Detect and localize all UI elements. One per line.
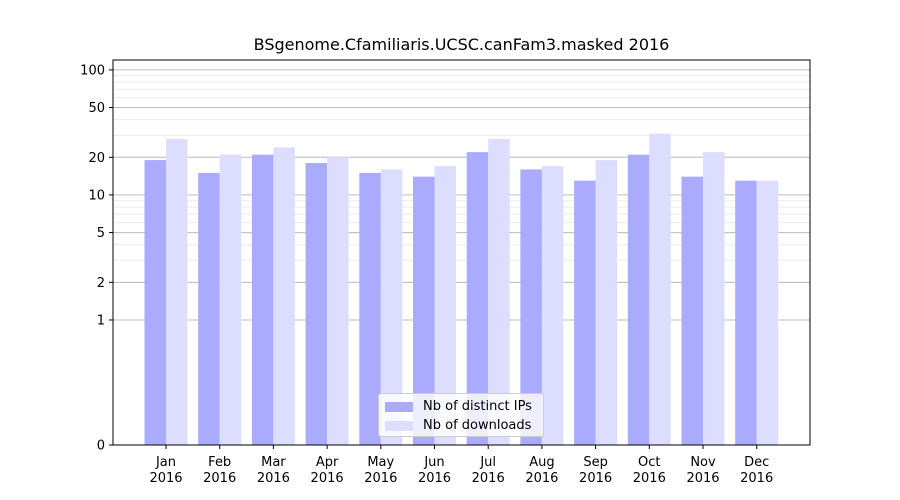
y-tick-label: 0 bbox=[97, 439, 105, 454]
legend-label-ips: Nb of distinct IPs bbox=[423, 399, 532, 414]
x-tick-label: Mar bbox=[261, 455, 286, 470]
x-tick-label: Nov bbox=[690, 455, 716, 470]
bar-ips bbox=[251, 154, 274, 446]
x-tick-label: Jan bbox=[155, 455, 176, 470]
x-tick-label: 2016 bbox=[686, 471, 719, 486]
legend-item-ips: Nb of distinct IPs bbox=[385, 397, 537, 416]
x-tick-label: Feb bbox=[208, 455, 231, 470]
bar-downloads bbox=[327, 157, 349, 445]
bar-ips bbox=[359, 172, 381, 445]
y-tick-label: 2 bbox=[97, 276, 105, 291]
legend: Nb of distinct IPs Nb of downloads bbox=[378, 393, 544, 437]
bar-ips bbox=[574, 180, 596, 445]
bar-downloads bbox=[166, 139, 188, 445]
x-tick-label: 2016 bbox=[149, 471, 182, 486]
bars-layer bbox=[144, 133, 779, 446]
axes-layer: 0125102050100Jan2016Feb2016Mar2016Apr201… bbox=[80, 59, 811, 486]
x-tick-label: Apr bbox=[316, 455, 339, 470]
x-tick-label: 2016 bbox=[203, 471, 236, 486]
x-tick-label: 2016 bbox=[633, 471, 666, 486]
bar-ips bbox=[681, 176, 703, 445]
y-tick-label: 20 bbox=[88, 151, 105, 166]
bar-ips bbox=[198, 172, 220, 445]
bar-downloads bbox=[649, 133, 671, 445]
y-tick-label: 50 bbox=[88, 101, 105, 116]
y-tick-label: 5 bbox=[97, 226, 105, 241]
bar-ips bbox=[144, 160, 166, 445]
bar-downloads bbox=[756, 180, 779, 445]
bar-ips bbox=[305, 163, 328, 445]
x-tick-label: Jul bbox=[479, 455, 496, 470]
bar-ips bbox=[413, 176, 435, 445]
x-tick-label: 2016 bbox=[257, 471, 290, 486]
y-tick-label: 1 bbox=[97, 313, 105, 328]
x-tick-label: 2016 bbox=[311, 471, 344, 486]
bar-downloads bbox=[703, 152, 725, 445]
bar-ips bbox=[735, 180, 757, 445]
x-tick-label: Sep bbox=[583, 455, 608, 470]
x-tick-label: 2016 bbox=[472, 471, 505, 486]
legend-label-downloads: Nb of downloads bbox=[423, 418, 532, 433]
bar-downloads bbox=[273, 147, 295, 446]
x-tick-label: Oct bbox=[638, 455, 660, 470]
bar-ips bbox=[520, 169, 542, 445]
bar-downloads bbox=[434, 166, 456, 445]
x-tick-label: 2016 bbox=[740, 471, 773, 486]
bar-ips bbox=[466, 152, 489, 445]
x-tick-label: 2016 bbox=[579, 471, 612, 486]
bar-ips bbox=[627, 154, 650, 446]
bar-downloads bbox=[380, 169, 403, 445]
bar-downloads bbox=[541, 166, 564, 445]
legend-item-downloads: Nb of downloads bbox=[385, 416, 537, 435]
x-tick-label: Dec bbox=[744, 455, 769, 470]
bar-downloads bbox=[219, 154, 242, 446]
legend-swatch-ips bbox=[385, 401, 413, 412]
x-tick-label: May bbox=[367, 455, 394, 470]
x-tick-label: 2016 bbox=[525, 471, 558, 486]
x-tick-label: Aug bbox=[529, 455, 554, 470]
legend-swatch-downloads bbox=[385, 420, 413, 431]
x-tick-label: 2016 bbox=[364, 471, 397, 486]
x-tick-label: Jun bbox=[423, 455, 444, 470]
chart-title: BSgenome.Cfamiliaris.UCSC.canFam3.masked… bbox=[253, 35, 670, 54]
plot-frame bbox=[112, 59, 811, 446]
bar-downloads bbox=[488, 139, 510, 445]
x-tick-label: 2016 bbox=[418, 471, 451, 486]
bar-downloads bbox=[595, 160, 618, 445]
y-tick-label: 100 bbox=[80, 63, 105, 78]
y-tick-label: 10 bbox=[88, 188, 105, 203]
